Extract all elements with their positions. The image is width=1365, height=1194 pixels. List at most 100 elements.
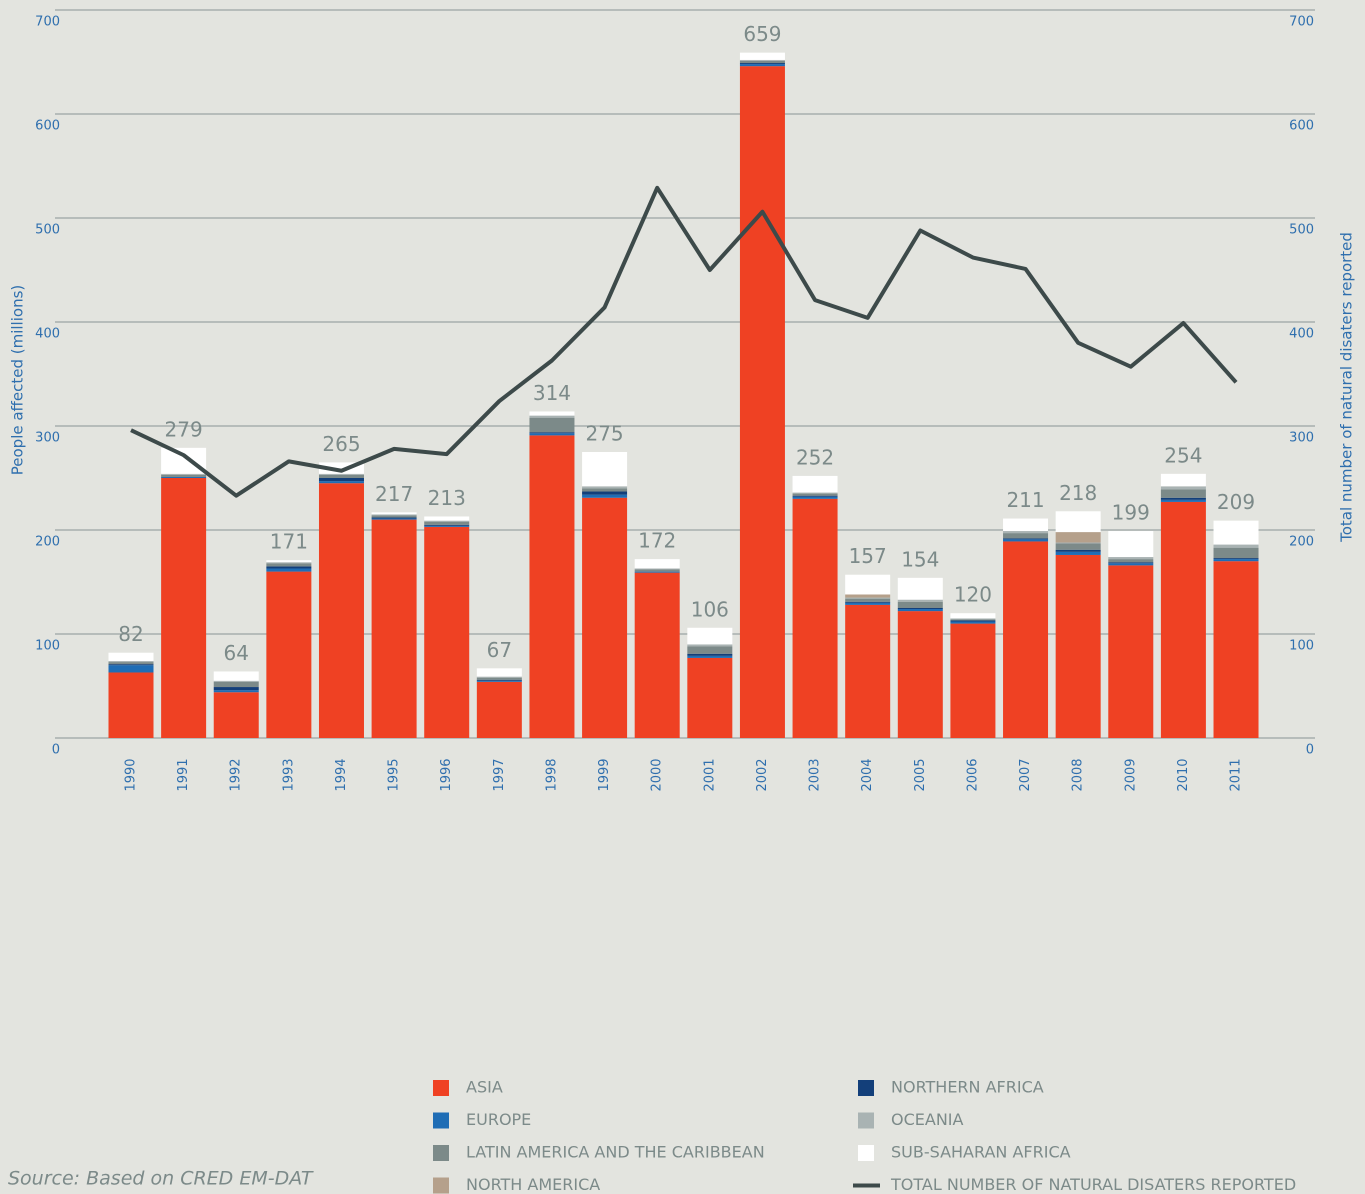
bar-segment [318, 474, 364, 478]
total-label: 213 [428, 486, 466, 510]
legend-label: EUROPE [466, 1110, 531, 1129]
total-label: 171 [270, 530, 308, 554]
bar-segment [529, 433, 575, 436]
bar-segment [1213, 558, 1259, 560]
bar-segment [1003, 539, 1049, 542]
bar-segment [1003, 541, 1049, 738]
y2-tick-label: 600 [1289, 119, 1314, 134]
x-tick-label: 2006 [965, 758, 980, 791]
bar-segment [845, 598, 891, 602]
bar-segment [897, 609, 943, 612]
total-label: 217 [375, 482, 413, 506]
legend-label: TOTAL NUMBER OF NATURAL DISATERS REPORTE… [890, 1175, 1296, 1194]
bar-segment [634, 559, 680, 569]
legend-swatch [433, 1080, 449, 1096]
bar-segment [318, 481, 364, 484]
bar-segment [424, 526, 470, 738]
y2-tick-label: 200 [1289, 535, 1314, 550]
legend-swatch [858, 1145, 874, 1161]
bar-segment [634, 568, 680, 570]
bar-segment [161, 476, 207, 478]
bar-segment [213, 690, 259, 693]
bar-segment [1108, 562, 1154, 564]
bar-segment [1055, 543, 1101, 550]
total-label: 252 [796, 445, 834, 469]
legend-label: OCEANIA [891, 1110, 964, 1129]
bar-segment [739, 59, 785, 61]
bar-segment [108, 672, 154, 738]
x-tick-label: 1998 [544, 758, 559, 791]
legend-swatch [858, 1080, 874, 1096]
total-label: 254 [1164, 443, 1202, 467]
bar-segment [1160, 489, 1206, 498]
line [130, 185, 1238, 498]
bar-segment [634, 572, 680, 738]
total-label: 157 [849, 544, 887, 568]
bar-segment [1003, 538, 1049, 540]
bar-segment [424, 525, 470, 527]
bar-segment [529, 432, 575, 434]
bar-segment [687, 653, 733, 656]
bar-segment [1108, 563, 1154, 566]
bar-segment [1108, 565, 1154, 738]
bar-segment [108, 664, 154, 666]
bar-segment [1055, 532, 1101, 543]
x-tick-label: 1997 [492, 758, 507, 791]
y2-tick-label: 700 [1289, 15, 1314, 30]
total-label: 199 [1112, 501, 1150, 525]
x-tick-label: 1995 [387, 758, 402, 791]
bar-segment [266, 568, 312, 572]
bar-segment [687, 627, 733, 645]
x-tick-label: 2004 [860, 758, 875, 791]
bar-segment [897, 611, 943, 738]
bar-segment [634, 569, 680, 572]
total-label: 106 [691, 597, 729, 621]
x-tick-label: 1996 [439, 758, 454, 791]
bar-segment [476, 676, 522, 678]
bar-segment [1160, 499, 1206, 502]
x-tick-label: 1994 [334, 758, 349, 791]
bar-segment [687, 655, 733, 658]
bar-segment [582, 488, 628, 492]
bar-segment [792, 496, 838, 499]
bar-segment [1213, 544, 1259, 548]
bar-segment [687, 644, 733, 647]
bar-segment [792, 498, 838, 738]
legend-swatch [858, 1112, 874, 1129]
bar-segment [1055, 554, 1101, 738]
x-tick-label: 2003 [808, 758, 823, 791]
bar-segment [739, 60, 785, 64]
bar-segment [739, 64, 785, 67]
bar-segment [1003, 518, 1049, 532]
legend-label: NORTH AMERICA [466, 1175, 600, 1194]
y2-axis-title: Total number of natural disaters reporte… [1338, 232, 1356, 543]
bar-segment [1055, 549, 1101, 552]
y-tick-label: 300 [35, 431, 60, 446]
y-tick-label: 200 [35, 535, 60, 550]
x-tick-label: 1992 [229, 758, 244, 791]
bar-segment [108, 662, 154, 665]
x-tick-label: 2011 [1229, 758, 1244, 791]
bar-segment [424, 520, 470, 522]
bar-segment [845, 601, 891, 603]
y-tick-label: 100 [35, 639, 60, 654]
total-label: 265 [322, 432, 360, 456]
bar-segment [371, 512, 417, 515]
legend-label: LATIN AMERICA AND THE CARIBBEAN [466, 1143, 765, 1162]
bar-segment [318, 483, 364, 738]
bar-segment [318, 473, 364, 475]
bar-segment [266, 560, 312, 563]
bar-segment [582, 497, 628, 738]
bar-segment [1213, 520, 1259, 545]
bar-segment [1055, 542, 1101, 544]
bar-segment [950, 620, 996, 622]
legend-swatch [433, 1177, 449, 1194]
bar-segment [213, 687, 259, 691]
y2-tick-label: 400 [1289, 327, 1314, 342]
bar-segment [529, 417, 575, 433]
bar-segment [950, 621, 996, 624]
x-tick-label: 1991 [176, 758, 191, 791]
bar-segment [1003, 533, 1049, 539]
bar-segment [950, 619, 996, 621]
